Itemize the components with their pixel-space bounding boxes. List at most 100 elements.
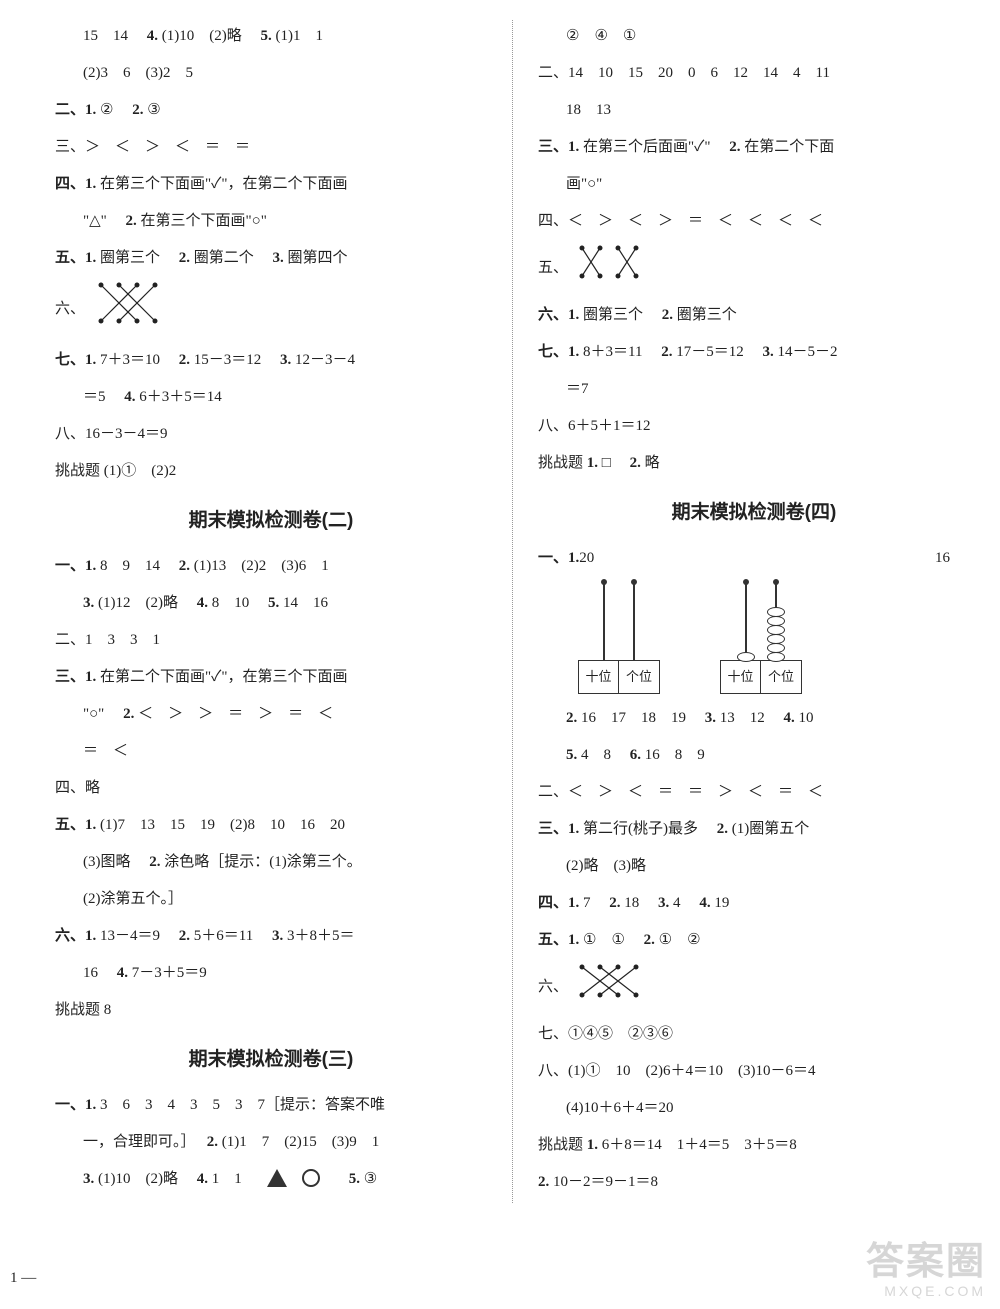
item-num: 4. [197, 595, 208, 611]
text-line: 六、 [538, 961, 970, 1014]
text: 13 12 [720, 710, 780, 726]
item-num: 2. [717, 821, 728, 837]
text: □ [602, 455, 626, 471]
text: 18 13 [566, 102, 611, 118]
text: (4)10＋6＋4＝20 [566, 1100, 674, 1116]
text-line: 五、 [538, 242, 970, 295]
text: 挑战题 8 [55, 1002, 111, 1018]
text-line: 三、＞ ＜ ＞ ＜ ＝ ＝ [55, 131, 487, 164]
item-num: 2. [662, 307, 673, 323]
text: 圈第四个 [288, 250, 348, 266]
item-num: 三、1. [55, 669, 96, 685]
text: 八、6＋5＋1＝12 [538, 418, 651, 434]
section-heading: 期末模拟检测卷(三) [55, 1039, 487, 1081]
item-num: 2. [661, 344, 672, 360]
text-line: 16 4. 7－3＋5＝9 [55, 957, 487, 990]
text: (2)3 6 (3)2 5 [83, 65, 193, 81]
text: 圈第二个 [194, 250, 269, 266]
item-num: 2. [179, 250, 190, 266]
text: 六、 [538, 979, 568, 995]
item-num: 3. [705, 710, 716, 726]
text-line: 二、1 3 3 1 [55, 624, 487, 657]
text: 3＋8＋5＝ [287, 928, 355, 944]
item-num: 2. [179, 352, 190, 368]
item-num: 3. [762, 344, 773, 360]
text: 在第二个下面 [744, 139, 834, 155]
abacus-rod-tens [745, 581, 747, 661]
text: 7－3＋5＝9 [132, 965, 207, 981]
item-num: 2. [149, 854, 160, 870]
text: 在第三个下面画"○" [141, 213, 267, 229]
abacus-bead [767, 652, 785, 662]
item-num: 二、1. [55, 102, 96, 118]
text-line: 一，合理即可。］ 2. (1)1 7 (2)15 (3)9 1 [55, 1126, 487, 1159]
text-line: 七、①④⑤ ②③⑥ [538, 1018, 970, 1051]
text: 10－2＝9－1＝8 [553, 1174, 658, 1190]
text: 16 [935, 542, 950, 575]
text: (1)10 (2)略 [98, 1171, 193, 1187]
text: 14 16 [283, 595, 328, 611]
item-num: 3. [658, 895, 669, 911]
text-line: 挑战题 1. □ 2. 略 [538, 447, 970, 480]
text-line: (2)略 (3)略 [538, 850, 970, 883]
matching-diagram [572, 242, 646, 295]
text: 7 [583, 895, 606, 911]
item-num: 2. [207, 1134, 218, 1150]
item-num: 五、1. [55, 250, 96, 266]
item-num: 3. [83, 595, 94, 611]
item-num: 3. [273, 250, 284, 266]
item-num: 2. [126, 213, 137, 229]
text-line: 五、1. (1)7 13 15 19 (2)8 10 16 20 [55, 809, 487, 842]
text-line: 六、1. 13－4＝9 2. 5＋6＝11 3. 3＋8＋5＝ [55, 920, 487, 953]
item-num: 5. [268, 595, 279, 611]
text-line: 2. 16 17 18 19 3. 13 12 4. 10 [538, 702, 970, 735]
text: 8＋3＝11 [583, 344, 657, 360]
item-num: 七、1. [538, 344, 579, 360]
text-line: "△" 2. 在第三个下面画"○" [55, 205, 487, 238]
abacus: 十位 个位 [578, 581, 660, 695]
item-num: 4. [124, 389, 135, 405]
text: (3)图略 [83, 854, 146, 870]
item-num: 2. [566, 710, 577, 726]
text-line: 二、＜ ＞ ＜ ＝ ＝ ＞ ＜ ＝ ＜ [538, 776, 970, 809]
text: 涂色略［提示：(1)涂第三个。 [164, 854, 362, 870]
text: 挑战题 (1)① (2)2 [55, 463, 176, 479]
text-line: 五、1. ① ① 2. ① ② [538, 924, 970, 957]
text: 10 [799, 710, 814, 726]
text-line: 七、1. 7＋3＝10 2. 15－3＝12 3. 12－3－4 [55, 344, 487, 377]
text: 圈第三个 [583, 307, 658, 323]
text-line: 八、6＋5＋1＝12 [538, 410, 970, 443]
text: 在第三个后面画"✓" [583, 139, 726, 155]
text: 14－5－2 [777, 344, 837, 360]
abacus-bead [737, 652, 755, 662]
text-line: ② ④ ① [538, 20, 970, 53]
item-num: 三、1. [538, 139, 579, 155]
text-line: 四、＜ ＞ ＜ ＞ ＝ ＜ ＜ ＜ ＜ [538, 205, 970, 238]
text: 8 9 14 [100, 558, 175, 574]
text-line: 一、1. 20 16 [538, 542, 970, 575]
text-line: 五、1. 圈第三个 2. 圈第二个 3. 圈第四个 [55, 242, 487, 275]
item-num: 4. [117, 965, 128, 981]
text: ② ④ ① [566, 28, 636, 44]
text: 三、＞ ＜ ＞ ＜ ＝ ＝ [55, 139, 250, 155]
text: (2)涂第五个。］ [83, 891, 183, 907]
abacus-label-tens: 十位 [579, 661, 619, 694]
text-line: (3)图略 2. 涂色略［提示：(1)涂第三个。 [55, 846, 487, 879]
text: 圈第三个 [677, 307, 737, 323]
item-num: 四、1. [55, 176, 96, 192]
item-num: 三、1. [538, 821, 579, 837]
item-num: 一、1. [55, 1097, 96, 1113]
text: "○" [83, 706, 119, 722]
text: (1)13 (2)2 (3)6 1 [194, 558, 329, 574]
watermark-url: MXQE.COM [866, 1284, 986, 1299]
item-num: 2. [123, 706, 134, 722]
column-divider [512, 20, 513, 1203]
text: 19 [714, 895, 729, 911]
text: 挑战题 [538, 455, 587, 471]
item-num: 四、1. [538, 895, 579, 911]
text: ② [100, 102, 128, 118]
text: 五、 [538, 260, 568, 276]
text: (2)略 (3)略 [566, 858, 646, 874]
watermark-title: 答案圈 [866, 1242, 986, 1284]
text-line: 一、1. 8 9 14 2. (1)13 (2)2 (3)6 1 [55, 550, 487, 583]
